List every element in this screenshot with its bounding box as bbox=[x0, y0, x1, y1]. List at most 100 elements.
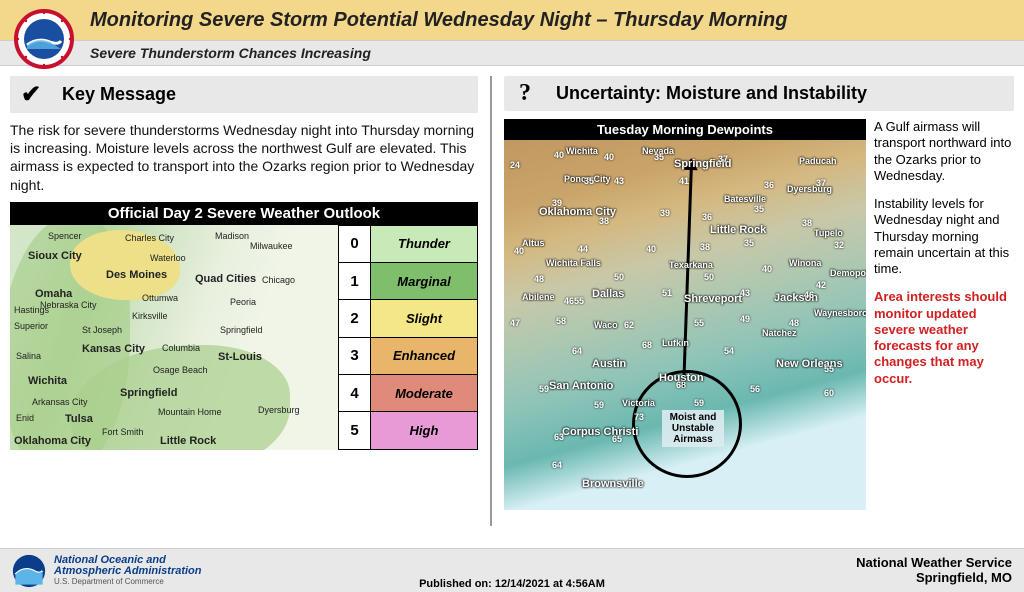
outlook-city-label: Dyersburg bbox=[258, 405, 300, 415]
subheader-bar: Severe Thunderstorm Chances Increasing bbox=[0, 40, 1024, 66]
outlook-city-label: St Joseph bbox=[82, 325, 122, 335]
dewpoint-value: 37 bbox=[816, 178, 826, 188]
dewpoint-value: 59 bbox=[594, 400, 604, 410]
dewpoint-city-label: Batesville bbox=[724, 194, 766, 204]
header-title: Monitoring Severe Storm Potential Wednes… bbox=[90, 9, 788, 32]
right-panel: ? Uncertainty: Moisture and Instability … bbox=[492, 66, 1024, 546]
outlook-city-label: Mountain Home bbox=[158, 407, 222, 417]
outlook-city-label: Oklahoma City bbox=[14, 435, 91, 447]
legend-row: 1Marginal bbox=[339, 263, 477, 300]
dewpoint-city-label: Texarkana bbox=[669, 260, 713, 270]
outlook-legend: 0Thunder1Marginal2Slight3Enhanced4Modera… bbox=[338, 225, 478, 450]
dewpoint-value: 38 bbox=[599, 216, 609, 226]
footer-right: National Weather Service Springfield, MO bbox=[856, 556, 1012, 585]
outlook-city-label: Springfield bbox=[220, 325, 263, 335]
dewpoint-city-label: Dallas bbox=[592, 288, 624, 300]
footer-nws: National Weather Service bbox=[856, 556, 1012, 570]
outlook-city-label: Peoria bbox=[230, 297, 256, 307]
dewpoint-value: 64 bbox=[572, 346, 582, 356]
outlook-map: SpencerCharles CityMadisonMilwaukeeSioux… bbox=[10, 225, 338, 450]
outlook-city-label: Charles City bbox=[125, 233, 174, 243]
dewpoint-city-label: Waco bbox=[594, 320, 618, 330]
dewpoint-value: 38 bbox=[802, 218, 812, 228]
legend-row: 0Thunder bbox=[339, 226, 477, 263]
dewpoint-value: 32 bbox=[834, 240, 844, 250]
outlook-city-label: Des Moines bbox=[106, 269, 167, 281]
dewpoint-value: 58 bbox=[556, 316, 566, 326]
outlook-city-label: Arkansas City bbox=[32, 397, 88, 407]
outlook-city-label: Fort Smith bbox=[102, 427, 144, 437]
dewpoint-city-label: Little Rock bbox=[710, 224, 766, 236]
legend-num: 5 bbox=[339, 412, 371, 448]
dewpoint-value: 42 bbox=[816, 280, 826, 290]
dewpoint-value: 46 bbox=[564, 296, 574, 306]
dewpoint-value: 51 bbox=[662, 288, 672, 298]
main-content: ✔ Key Message The risk for severe thunde… bbox=[0, 66, 1024, 546]
dewpoint-city-label: Altus bbox=[522, 238, 545, 248]
dewpoint-map: Moist and Unstable Airmass WichitaNevada… bbox=[504, 140, 866, 510]
dewpoint-city-label: Shreveport bbox=[684, 293, 742, 305]
legend-row: 4Moderate bbox=[339, 375, 477, 412]
dewpoint-city-label: Corpus Christi bbox=[562, 426, 638, 438]
outlook-city-label: Tulsa bbox=[65, 413, 93, 425]
dewpoint-value: 62 bbox=[624, 320, 634, 330]
outlook-city-label: Salina bbox=[16, 351, 41, 361]
transport-arrow-icon bbox=[682, 166, 693, 388]
paragraph-instability: Instability levels for Wednesday night a… bbox=[874, 196, 1014, 277]
noaa-logo-icon bbox=[12, 554, 46, 588]
paragraph-warning: Area interests should monitor updated se… bbox=[874, 289, 1014, 387]
dewpoint-value: 24 bbox=[510, 160, 520, 170]
legend-label: Slight bbox=[371, 300, 477, 336]
dewpoint-value: 46 bbox=[804, 290, 814, 300]
dewpoint-value: 50 bbox=[614, 272, 624, 282]
outlook-city-label: Superior bbox=[14, 321, 48, 331]
dewpoint-title: Tuesday Morning Dewpoints bbox=[504, 119, 866, 140]
footer-office: Springfield, MO bbox=[856, 571, 1012, 585]
uncertainty-title: Uncertainty: Moisture and Instability bbox=[556, 83, 867, 104]
key-message-header: ✔ Key Message bbox=[10, 76, 478, 113]
dewpoint-value: 55 bbox=[694, 318, 704, 328]
outlook-city-label: Enid bbox=[16, 413, 34, 423]
outlook-city-label: Spencer bbox=[48, 231, 82, 241]
dewpoint-value: 59 bbox=[539, 384, 549, 394]
legend-row: 5High bbox=[339, 412, 477, 448]
dewpoint-value: 39 bbox=[552, 198, 562, 208]
dewpoint-value: 55 bbox=[824, 364, 834, 374]
footer-org-block: National Oceanic and Atmospheric Adminis… bbox=[54, 555, 202, 586]
dewpoint-value: 35 bbox=[584, 176, 594, 186]
dewpoint-city-label: Brownsville bbox=[582, 478, 644, 490]
footer-left: National Oceanic and Atmospheric Adminis… bbox=[12, 554, 202, 588]
legend-label: Moderate bbox=[371, 375, 477, 411]
right-text-column: A Gulf airmass will transport northward … bbox=[874, 119, 1014, 510]
dewpoint-value: 35 bbox=[744, 238, 754, 248]
dewpoint-city-label: Abilene bbox=[522, 292, 555, 302]
dewpoint-value: 40 bbox=[514, 246, 524, 256]
paragraph-transport: A Gulf airmass will transport northward … bbox=[874, 119, 1014, 184]
dewpoint-value: 64 bbox=[552, 460, 562, 470]
outlook-city-label: Milwaukee bbox=[250, 241, 293, 251]
key-message-body: The risk for severe thunderstorms Wednes… bbox=[10, 121, 478, 194]
dewpoint-city-label: Natchez bbox=[762, 328, 797, 338]
outlook-city-label: Quad Cities bbox=[195, 273, 256, 285]
dewpoint-city-label: Tupelo bbox=[814, 228, 843, 238]
legend-num: 3 bbox=[339, 338, 371, 374]
dewpoint-city-label: Demopolis bbox=[830, 268, 866, 278]
outlook-city-label: Waterloo bbox=[150, 253, 186, 263]
dewpoint-city-label: Waynesboro bbox=[814, 308, 866, 318]
dewpoint-value: 63 bbox=[554, 432, 564, 442]
dewpoint-city-label: Wichita bbox=[566, 146, 598, 156]
nws-logo bbox=[10, 5, 78, 73]
dewpoint-value: 48 bbox=[789, 318, 799, 328]
dewpoint-value: 40 bbox=[762, 264, 772, 274]
dewpoint-value: 68 bbox=[676, 380, 686, 390]
dewpoint-value: 40 bbox=[554, 150, 564, 160]
uncertainty-header: ? Uncertainty: Moisture and Instability bbox=[504, 76, 1014, 111]
left-panel: ✔ Key Message The risk for severe thunde… bbox=[0, 66, 490, 546]
dewpoint-value: 65 bbox=[612, 434, 622, 444]
dewpoint-value: 48 bbox=[534, 274, 544, 284]
dewpoint-value: 35 bbox=[754, 204, 764, 214]
outlook-city-label: Sioux City bbox=[28, 250, 82, 262]
dewpoint-value: 56 bbox=[750, 384, 760, 394]
question-icon: ? bbox=[512, 80, 538, 107]
footer-dept: U.S. Department of Commerce bbox=[54, 578, 202, 586]
